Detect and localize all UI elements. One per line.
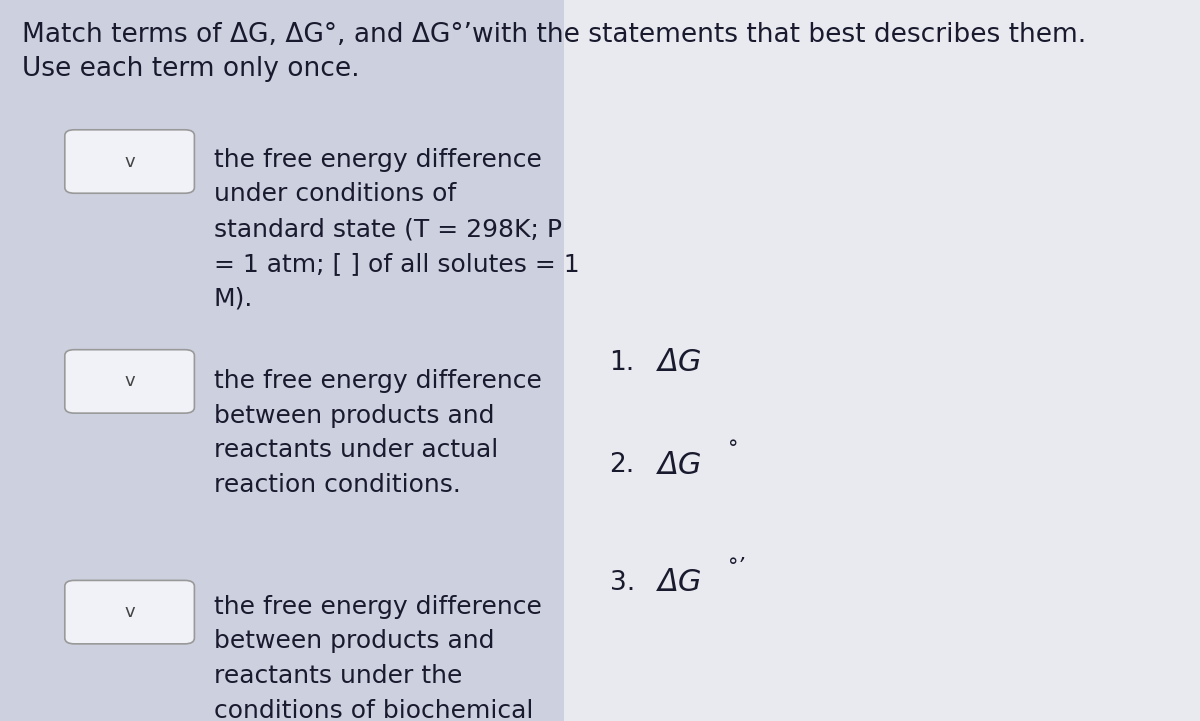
- Text: = 1 atm; [ ] of all solutes = 1: = 1 atm; [ ] of all solutes = 1: [214, 252, 580, 275]
- Text: between products and: between products and: [214, 629, 494, 653]
- FancyBboxPatch shape: [65, 130, 194, 193]
- Text: Match terms of ΔG, ΔG°, and ΔG°’with the statements that best describes them.: Match terms of ΔG, ΔG°, and ΔG°’with the…: [22, 22, 1086, 48]
- Text: M).: M).: [214, 286, 253, 310]
- Text: °’: °’: [727, 557, 744, 577]
- Bar: [564, 0, 1200, 721]
- Text: ΔG: ΔG: [658, 451, 702, 479]
- Text: 2.: 2.: [610, 452, 635, 478]
- Text: v: v: [125, 153, 134, 170]
- Text: °: °: [727, 439, 738, 459]
- Text: ΔG: ΔG: [658, 348, 702, 377]
- Text: 3.: 3.: [610, 570, 635, 596]
- Text: reactants under the: reactants under the: [214, 664, 462, 688]
- Text: 1.: 1.: [610, 350, 635, 376]
- Text: the free energy difference: the free energy difference: [214, 148, 541, 172]
- Text: v: v: [125, 603, 134, 621]
- Text: the free energy difference: the free energy difference: [214, 595, 541, 619]
- Text: under conditions of: under conditions of: [214, 182, 456, 206]
- Text: the free energy difference: the free energy difference: [214, 369, 541, 393]
- Text: Use each term only once.: Use each term only once.: [22, 56, 359, 82]
- Text: reactants under actual: reactants under actual: [214, 438, 498, 462]
- Text: conditions of biochemical: conditions of biochemical: [214, 699, 533, 721]
- FancyBboxPatch shape: [65, 350, 194, 413]
- Text: ΔG: ΔG: [658, 568, 702, 597]
- Bar: [0, 0, 564, 721]
- Text: v: v: [125, 373, 134, 390]
- Text: reaction conditions.: reaction conditions.: [214, 473, 461, 497]
- Text: standard state (T = 298K; P: standard state (T = 298K; P: [214, 217, 562, 241]
- FancyBboxPatch shape: [65, 580, 194, 644]
- Text: between products and: between products and: [214, 404, 494, 428]
